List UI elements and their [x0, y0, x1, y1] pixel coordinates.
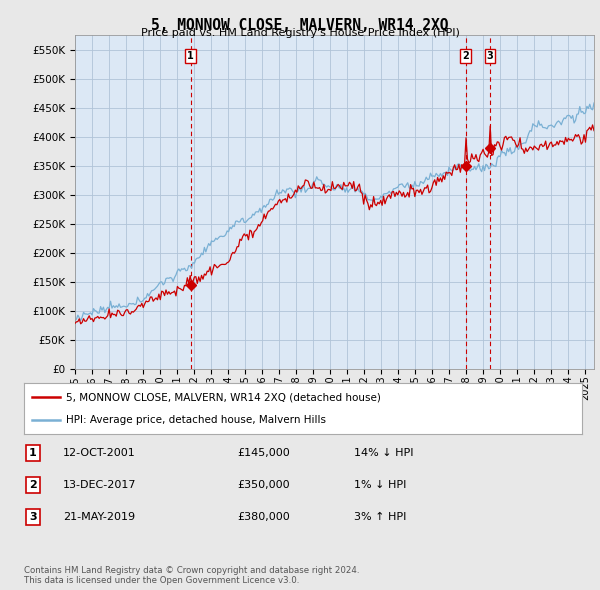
- Text: 13-DEC-2017: 13-DEC-2017: [63, 480, 137, 490]
- Text: £350,000: £350,000: [237, 480, 290, 490]
- Text: 2: 2: [29, 480, 37, 490]
- Text: HPI: Average price, detached house, Malvern Hills: HPI: Average price, detached house, Malv…: [66, 415, 326, 425]
- Text: 2: 2: [462, 51, 469, 61]
- Text: 5, MONNOW CLOSE, MALVERN, WR14 2XQ (detached house): 5, MONNOW CLOSE, MALVERN, WR14 2XQ (deta…: [66, 392, 381, 402]
- Text: Price paid vs. HM Land Registry's House Price Index (HPI): Price paid vs. HM Land Registry's House …: [140, 28, 460, 38]
- Text: 12-OCT-2001: 12-OCT-2001: [63, 448, 136, 458]
- Text: 21-MAY-2019: 21-MAY-2019: [63, 512, 135, 522]
- Text: 3% ↑ HPI: 3% ↑ HPI: [354, 512, 406, 522]
- Text: 1: 1: [187, 51, 194, 61]
- Text: 3: 3: [29, 512, 37, 522]
- Text: 1: 1: [29, 448, 37, 458]
- Text: £380,000: £380,000: [237, 512, 290, 522]
- Text: 3: 3: [487, 51, 493, 61]
- Text: 1% ↓ HPI: 1% ↓ HPI: [354, 480, 406, 490]
- Text: Contains HM Land Registry data © Crown copyright and database right 2024.
This d: Contains HM Land Registry data © Crown c…: [24, 566, 359, 585]
- Text: 5, MONNOW CLOSE, MALVERN, WR14 2XQ: 5, MONNOW CLOSE, MALVERN, WR14 2XQ: [151, 18, 449, 32]
- Text: £145,000: £145,000: [237, 448, 290, 458]
- Text: 14% ↓ HPI: 14% ↓ HPI: [354, 448, 413, 458]
